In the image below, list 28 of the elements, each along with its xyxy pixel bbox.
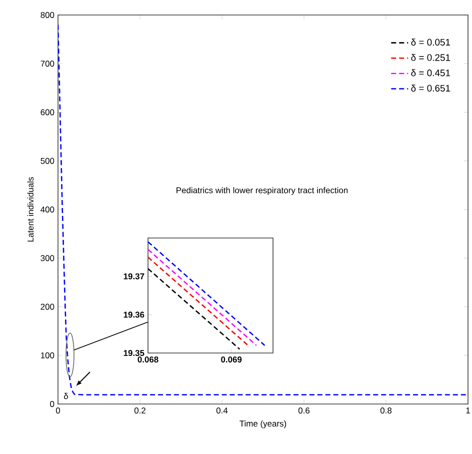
y-tick-label: 100 <box>40 352 54 358</box>
y-tick-label: 0 <box>50 401 54 407</box>
y-tick-label: 600 <box>40 109 54 116</box>
y-axis-title: Latent individuals <box>27 177 34 242</box>
y-tick-label: 19.37 <box>124 273 144 280</box>
legend-label: δ = 0.251 <box>411 54 450 61</box>
y-tick-label: 300 <box>40 255 54 262</box>
x-axis-title: Time (years) <box>240 420 286 428</box>
y-tick-label: 500 <box>40 158 54 164</box>
x-tick-label: 0 <box>56 408 60 414</box>
y-tick-label: 400 <box>40 206 54 212</box>
y-tick-label: 700 <box>40 60 54 67</box>
x-tick-label: 0.6 <box>298 408 310 414</box>
x-tick-label: 0.8 <box>380 408 392 414</box>
x-tick-label: 0.4 <box>216 408 228 414</box>
y-tick-label: 200 <box>40 304 54 310</box>
legend-label: δ = 0.451 <box>411 69 450 76</box>
annotation: δ <box>64 392 68 400</box>
x-tick-label: 0.069 <box>221 356 242 363</box>
x-tick-label: 0.068 <box>138 356 158 363</box>
annotation: Pediatrics with lower respiratory tract infection <box>176 187 348 195</box>
y-tick-label: 19.35 <box>124 350 144 356</box>
x-tick-label: 1 <box>466 408 470 414</box>
y-tick-label: 800 <box>40 12 54 18</box>
y-tick-label: 19.36 <box>124 312 144 318</box>
x-tick-label: 0.2 <box>134 408 146 414</box>
legend-label: δ = 0.051 <box>411 38 450 46</box>
legend-label: δ = 0.651 <box>411 84 450 92</box>
